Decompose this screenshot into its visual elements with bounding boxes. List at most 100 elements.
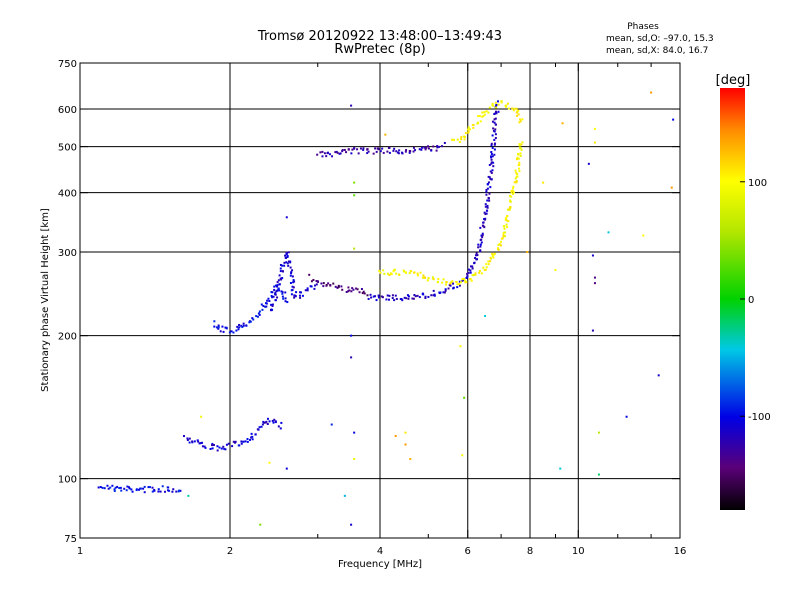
trace-point bbox=[393, 147, 396, 150]
trace-point bbox=[484, 213, 487, 216]
trace-point bbox=[366, 294, 369, 297]
trace-point bbox=[515, 180, 518, 183]
trace-point bbox=[412, 297, 415, 300]
trace-point bbox=[224, 326, 227, 329]
trace-point bbox=[246, 440, 249, 443]
trace-point bbox=[329, 284, 332, 287]
trace-point bbox=[492, 127, 495, 130]
trace-point bbox=[250, 436, 253, 439]
trace-point bbox=[493, 153, 496, 156]
trace-point bbox=[281, 292, 284, 295]
trace-point bbox=[487, 196, 490, 199]
trace-point bbox=[388, 146, 391, 149]
trace-point bbox=[343, 148, 346, 151]
scatter-point bbox=[484, 315, 487, 318]
trace-point bbox=[291, 285, 294, 288]
trace-point bbox=[491, 102, 494, 105]
trace-point bbox=[287, 264, 290, 267]
trace-point bbox=[518, 161, 521, 164]
trace-point bbox=[421, 276, 424, 279]
trace-point bbox=[388, 294, 391, 297]
chart-title: Tromsø 20120922 13:48:00–13:49:43 bbox=[257, 29, 502, 44]
trace-point bbox=[395, 150, 398, 153]
trace-point bbox=[425, 146, 428, 149]
trace-point bbox=[508, 208, 511, 211]
trace-point bbox=[289, 282, 292, 284]
trace-point bbox=[284, 300, 287, 303]
trace-point bbox=[515, 171, 518, 174]
trace-point bbox=[484, 203, 487, 206]
trace-point bbox=[261, 308, 264, 311]
trace-point bbox=[347, 286, 350, 289]
trace-point bbox=[494, 128, 497, 131]
scatter-point bbox=[343, 494, 346, 497]
trace-point bbox=[512, 191, 515, 194]
trace-point bbox=[467, 271, 470, 274]
trace-point bbox=[436, 146, 439, 149]
trace-point bbox=[328, 153, 331, 156]
trace-point bbox=[483, 111, 486, 114]
trace-point bbox=[452, 282, 455, 285]
y-tick-label: 400 bbox=[58, 189, 77, 200]
trace-point bbox=[260, 425, 263, 428]
trace-point bbox=[290, 289, 293, 292]
trace-point bbox=[271, 296, 274, 299]
trace-point bbox=[516, 114, 519, 117]
trace-point bbox=[279, 267, 282, 270]
trace-point bbox=[379, 271, 382, 274]
trace-point bbox=[464, 279, 467, 282]
trace-point bbox=[518, 163, 521, 166]
trace-point bbox=[246, 438, 249, 441]
trace-point bbox=[232, 440, 235, 443]
trace-point bbox=[488, 164, 491, 167]
trace-point bbox=[276, 281, 279, 284]
trace-point bbox=[186, 437, 189, 440]
trace-point bbox=[390, 273, 393, 276]
trace-point bbox=[374, 295, 377, 298]
trace-point bbox=[120, 489, 123, 492]
scatter-point bbox=[559, 467, 562, 470]
trace-point bbox=[502, 234, 505, 237]
trace-point bbox=[411, 297, 414, 300]
trace-point bbox=[479, 245, 482, 248]
trace-point bbox=[222, 330, 225, 333]
trace-point bbox=[456, 286, 459, 289]
trace-point bbox=[464, 281, 467, 284]
scatter-point bbox=[597, 431, 600, 434]
trace-point bbox=[378, 269, 381, 272]
trace-point bbox=[490, 142, 493, 145]
trace-point bbox=[325, 284, 328, 287]
trace-point bbox=[366, 148, 369, 151]
trace-point bbox=[256, 428, 259, 431]
trace-point bbox=[147, 486, 150, 489]
trace-point bbox=[139, 487, 142, 490]
trace-point bbox=[495, 103, 498, 106]
trace-point bbox=[500, 100, 503, 103]
trace-point bbox=[424, 148, 427, 151]
trace-point bbox=[196, 439, 199, 442]
trace-point bbox=[432, 277, 435, 280]
trace-point bbox=[284, 291, 287, 294]
trace-point bbox=[250, 432, 253, 435]
trace-point bbox=[248, 321, 251, 324]
trace-point bbox=[387, 298, 390, 301]
trace-point bbox=[179, 489, 182, 492]
trace-point bbox=[518, 144, 521, 147]
trace-point bbox=[407, 297, 410, 300]
x-tick-label: 1 bbox=[77, 546, 83, 557]
trace-point bbox=[114, 486, 117, 489]
scatter-point bbox=[350, 104, 353, 107]
trace-point bbox=[450, 281, 453, 284]
trace-point bbox=[386, 272, 389, 275]
trace-point bbox=[272, 295, 275, 298]
trace-point bbox=[238, 323, 241, 326]
trace-point bbox=[128, 487, 131, 490]
trace-point bbox=[188, 437, 191, 440]
trace-point bbox=[287, 251, 290, 254]
trace-point bbox=[101, 486, 104, 489]
trace-point bbox=[264, 305, 267, 308]
trace-point bbox=[116, 485, 119, 488]
trace-point bbox=[481, 232, 484, 235]
trace-point bbox=[498, 243, 501, 246]
trace-point bbox=[347, 148, 350, 151]
